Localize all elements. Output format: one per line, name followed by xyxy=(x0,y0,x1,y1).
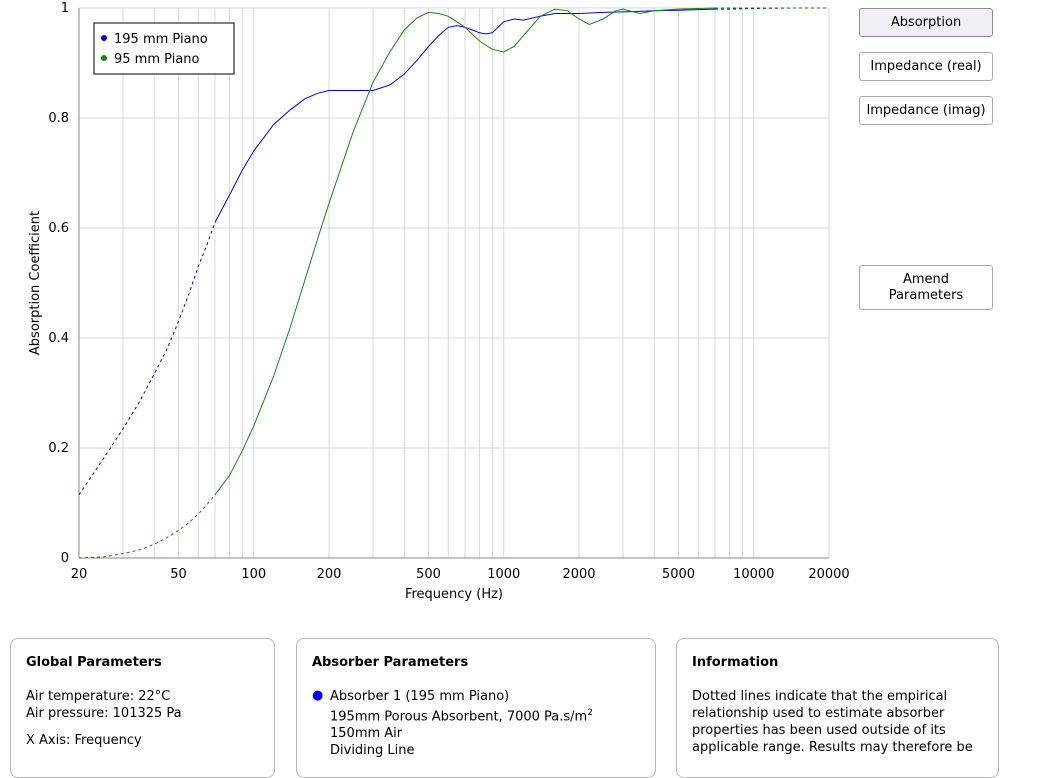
absorber-parameters-panel: Absorber Parameters ● Absorber 1 (195 mm… xyxy=(296,638,656,778)
series-line-dotted-0 xyxy=(78,222,216,496)
information-title: Information xyxy=(692,655,779,670)
x-tick-label: 2000 xyxy=(562,567,595,582)
legend-marker-blue xyxy=(101,35,107,41)
absorber-layer-1-sup: 2 xyxy=(587,708,593,718)
y-tick-label: 0.8 xyxy=(48,111,69,126)
x-axis-title: Frequency (Hz) xyxy=(405,587,503,602)
absorber-layer-1-text: 195mm Porous Absorbent, 7000 Pa.s/m xyxy=(330,709,588,725)
x-tick-label: 10000 xyxy=(733,567,774,582)
global-parameters-panel: Global Parameters Air temperature: 22°C … xyxy=(10,638,275,778)
y-tick-label: 0 xyxy=(61,551,69,566)
chart-series xyxy=(78,7,829,559)
absorber-bullet: ● xyxy=(312,688,324,703)
absorber-name: Absorber 1 (195 mm Piano) xyxy=(330,689,510,704)
absorber-item: ● Absorber 1 (195 mm Piano) 195mm Porous… xyxy=(312,688,640,759)
absorber-layer-1: 195mm Porous Absorbent, 7000 Pa.s/m2 xyxy=(330,705,593,725)
legend-label-95: 95 mm Piano xyxy=(114,52,200,67)
air-temperature: Air temperature: 22°C xyxy=(26,689,171,704)
amend-button-line2: Parameters xyxy=(888,287,964,303)
absorber-layer-3: Dividing Line xyxy=(330,743,415,759)
y-tick-label: 0.2 xyxy=(48,441,69,456)
x-tick-label: 200 xyxy=(317,567,342,582)
legend-box xyxy=(93,22,235,75)
x-tick-label: 20000 xyxy=(808,567,849,582)
absorber-layer-2: 150mm Air xyxy=(330,726,403,742)
chart-grid xyxy=(78,7,830,559)
y-tick-label: 1 xyxy=(61,1,69,16)
air-pressure: Air pressure: 101325 Pa xyxy=(26,706,182,721)
x-tick-label: 500 xyxy=(416,567,441,582)
x-tick-label: 5000 xyxy=(662,567,695,582)
x-tick-label: 1000 xyxy=(487,567,520,582)
information-text: Dotted lines indicate that the empirical… xyxy=(692,689,973,755)
absorber-parameters-title: Absorber Parameters xyxy=(312,655,469,670)
x-tick-label: 100 xyxy=(241,567,266,582)
y-tick-label: 0.6 xyxy=(48,221,69,236)
y-tick-label: 0.4 xyxy=(48,331,69,346)
impedance-real-button[interactable]: Impedance (real) xyxy=(859,52,993,81)
x-axis-setting: X Axis: Frequency xyxy=(26,733,142,748)
series-line-dotted-1 xyxy=(78,494,216,559)
amend-button-line1: Amend xyxy=(902,271,950,287)
chart-ticks: 20 50 100 200 500 1000 2000 5000 10000 20000 0 0.2 0… xyxy=(48,1,849,582)
amend-parameters-button[interactable]: Amend Parameters xyxy=(859,265,993,310)
chart-legend: 195 mm Piano 95 mm Piano xyxy=(93,22,235,75)
absorption-chart: 20 50 100 200 500 1000 2000 5000 10000 20000 0 0.2 0… xyxy=(28,1,850,602)
global-parameters-title: Global Parameters xyxy=(26,655,162,670)
series-line-1 xyxy=(214,7,716,496)
legend-marker-green xyxy=(101,55,107,61)
absorption-button[interactable]: Absorption xyxy=(859,8,993,37)
y-axis-title: Absorption Coefficient xyxy=(28,211,43,355)
x-tick-label: 50 xyxy=(170,567,187,582)
legend-label-195: 195 mm Piano xyxy=(114,32,208,47)
impedance-imag-button[interactable]: Impedance (imag) xyxy=(859,96,993,125)
information-panel: Information Dotted lines indicate that t… xyxy=(676,638,999,778)
x-tick-label: 20 xyxy=(71,567,88,582)
series-line-0 xyxy=(214,8,716,223)
